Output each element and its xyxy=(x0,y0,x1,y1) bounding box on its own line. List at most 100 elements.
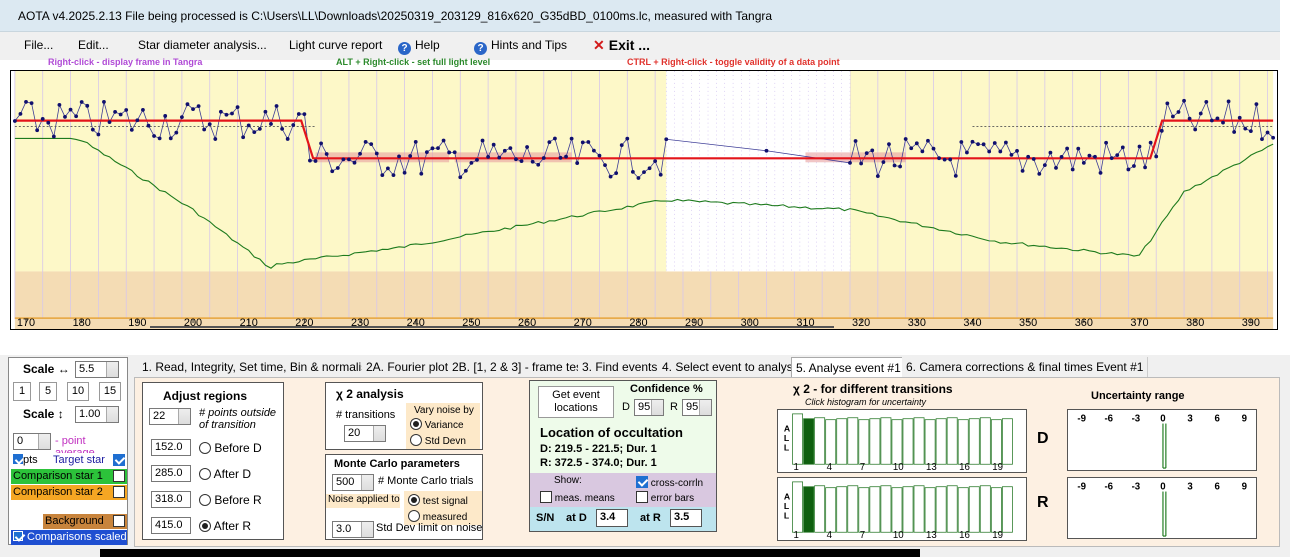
stddev-radio[interactable] xyxy=(410,434,422,446)
data-point xyxy=(391,173,396,178)
variance-radio[interactable] xyxy=(410,418,422,430)
after-d-field[interactable]: 285.0 xyxy=(151,465,191,482)
tab-select-event[interactable]: 4. Select event to analyse xyxy=(658,357,805,378)
std-limit-stepper[interactable]: 3.0 xyxy=(332,521,374,538)
measured-option[interactable]: measured xyxy=(408,510,467,523)
point-average-select[interactable]: 0 xyxy=(13,433,51,450)
measured-radio[interactable] xyxy=(408,510,420,522)
histogram-bar xyxy=(869,418,881,465)
x-tick-label: 230 xyxy=(351,317,369,329)
after-r-option[interactable]: After R xyxy=(199,519,251,533)
data-point xyxy=(57,103,62,107)
monte-carlo-trials-stepper[interactable]: 500 xyxy=(332,474,374,491)
data-point xyxy=(909,146,914,151)
histogram-all-label: L xyxy=(784,501,790,511)
get-event-locations-button[interactable]: Get event locations xyxy=(538,386,614,418)
data-point xyxy=(1115,153,1120,158)
tab-find-events[interactable]: 3. Find events xyxy=(578,357,663,378)
scale-h-value: 5.5 xyxy=(79,363,95,375)
cross-corr-option[interactable]: cross-corrln xyxy=(636,476,703,489)
model-line xyxy=(14,119,1274,160)
after-d-option[interactable]: After D xyxy=(199,467,251,481)
tab-analyse-event[interactable]: 5. Analyse event #1 xyxy=(791,357,906,378)
menu-file[interactable]: File... xyxy=(24,38,54,52)
stddev-option[interactable]: Std Devn xyxy=(410,434,466,447)
confidence-r-stepper[interactable]: 95 xyxy=(682,399,712,416)
data-point xyxy=(74,114,79,119)
cross-corr-checkbox[interactable] xyxy=(636,476,648,488)
scale-h-label: Scale ↔ xyxy=(23,362,70,376)
menu-star-diameter[interactable]: Star diameter analysis... xyxy=(138,38,267,52)
mouse-hints: Right-click - display frame in Tangra AL… xyxy=(0,57,1280,70)
points-outside-stepper[interactable]: 22 xyxy=(149,408,191,425)
histogram-bar xyxy=(825,419,837,465)
error-bars-checkbox[interactable] xyxy=(636,491,648,503)
histogram-all-label: A xyxy=(784,491,791,501)
data-point xyxy=(959,140,964,144)
scale-button-15[interactable]: 15 xyxy=(99,382,121,401)
scale-v-value: 1.00 xyxy=(79,408,101,420)
stddev-label: Std Devn xyxy=(424,436,466,447)
confidence-d-stepper[interactable]: 95 xyxy=(634,399,664,416)
error-bars-option[interactable]: error bars xyxy=(636,491,694,504)
light-curve-plot[interactable]: 170 180 190 200 210 220 230 240 250 260 270 280 290 3… xyxy=(10,70,1278,330)
before-d-option[interactable]: Before D xyxy=(199,441,262,455)
scale-button-10[interactable]: 10 xyxy=(67,382,89,401)
scale-button-5[interactable]: 5 xyxy=(39,382,57,401)
background-checkbox[interactable] xyxy=(113,515,125,527)
x-tick-label: 300 xyxy=(741,317,759,329)
test-signal-option[interactable]: test signal xyxy=(408,494,468,507)
confidence-d-value: 95 xyxy=(638,401,651,413)
menu-hints[interactable]: ? Hints and Tips xyxy=(474,38,567,55)
after-d-radio[interactable] xyxy=(199,468,211,480)
data-point xyxy=(1260,137,1264,141)
before-r-field[interactable]: 318.0 xyxy=(151,491,191,508)
variance-option[interactable]: Variance xyxy=(410,418,464,431)
data-point xyxy=(68,107,73,112)
comparison-star-1-label: Comparison star 1 xyxy=(13,470,103,482)
uncertainty-tick-label: 0 xyxy=(1160,414,1165,425)
after-r-radio[interactable] xyxy=(199,520,211,532)
transitions-stepper[interactable]: 20 xyxy=(344,425,386,442)
menu-light-curve-report[interactable]: Light curve report xyxy=(289,38,383,52)
data-point xyxy=(1126,167,1131,172)
target-star-checkbox[interactable] xyxy=(113,454,125,466)
menu-exit[interactable]: ✕ Exit ... xyxy=(593,37,650,54)
comparison-star-1-checkbox[interactable] xyxy=(113,470,125,482)
data-point xyxy=(291,123,296,127)
pts-checkbox[interactable] xyxy=(13,454,23,464)
x-tick-label: 180 xyxy=(73,317,91,329)
tab-camera-corrections[interactable]: 6. Camera corrections & final times Even… xyxy=(902,357,1149,378)
data-point xyxy=(475,158,479,162)
test-signal-label: test signal xyxy=(422,496,468,507)
tab-frame-test[interactable]: 2B. [1, 2 & 3] - frame test xyxy=(448,357,591,378)
histogram-bar xyxy=(814,417,826,465)
comparisons-scaled-checkbox[interactable] xyxy=(13,531,23,541)
before-r-option[interactable]: Before R xyxy=(199,493,262,507)
menu-edit[interactable]: Edit... xyxy=(78,38,109,52)
meas-means-checkbox[interactable] xyxy=(540,491,552,503)
test-signal-radio[interactable] xyxy=(408,494,420,506)
data-point xyxy=(452,150,457,155)
data-point xyxy=(302,112,307,116)
before-d-radio[interactable] xyxy=(199,442,211,454)
data-point xyxy=(202,127,207,132)
scale-v-stepper[interactable]: 1.00 xyxy=(75,406,119,423)
x-tick-label: 320 xyxy=(852,317,870,329)
plot-scrollbar[interactable] xyxy=(150,326,834,328)
tab-read[interactable]: 1. Read, Integrity, Set time, Bin & norm… xyxy=(138,357,379,378)
scale-h-stepper[interactable]: 5.5 xyxy=(75,361,119,378)
after-r-field[interactable]: 415.0 xyxy=(151,517,191,534)
histogram-bar xyxy=(968,418,980,465)
tab-fourier[interactable]: 2A. Fourier plot xyxy=(362,357,454,378)
meas-means-option[interactable]: meas. means xyxy=(540,491,615,504)
data-point xyxy=(129,127,134,132)
scale-button-1[interactable]: 1 xyxy=(13,382,31,401)
menu-help[interactable]: ? Help xyxy=(398,38,440,55)
comparison-star-2-checkbox[interactable] xyxy=(113,486,125,498)
before-d-field[interactable]: 152.0 xyxy=(151,439,191,456)
histogram-bar xyxy=(803,418,815,465)
before-r-radio[interactable] xyxy=(199,494,211,506)
